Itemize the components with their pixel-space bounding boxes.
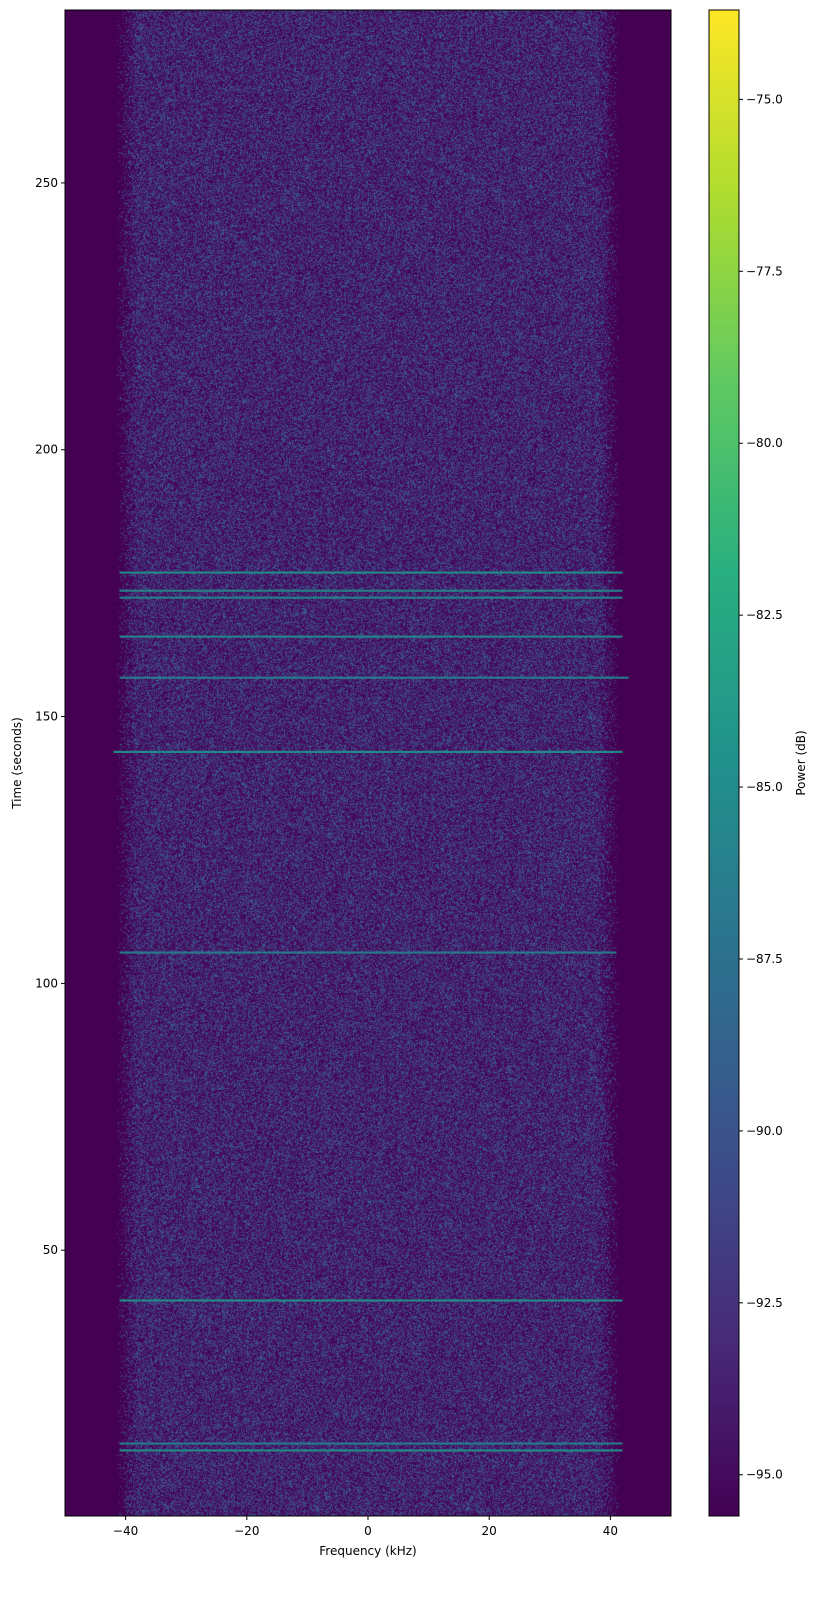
y-tick-label: 50 — [43, 1243, 58, 1257]
burst-line — [120, 636, 623, 638]
colorbar-tick-label: −75.0 — [746, 92, 783, 106]
x-tick-label: −20 — [234, 1524, 259, 1538]
burst-line — [120, 1449, 623, 1451]
x-tick-label: 40 — [603, 1524, 618, 1538]
colorbar-tick-label: −87.5 — [746, 952, 783, 966]
burst-lines — [113, 571, 628, 1451]
x-tick-label: 20 — [482, 1524, 497, 1538]
y-axis: 50 100 150 200 250 — [35, 176, 65, 1257]
burst-line — [120, 1442, 623, 1444]
burst-line — [113, 751, 622, 753]
plot-frame — [65, 10, 671, 1516]
colorbar-tick-label: −85.0 — [746, 780, 783, 794]
colorbar-tick-label: −77.5 — [746, 264, 783, 278]
burst-line — [120, 571, 623, 573]
colorbar-tick-label: −90.0 — [746, 1124, 783, 1138]
burst-line — [120, 597, 623, 599]
burst-line — [120, 951, 617, 953]
colorbar-tick-label: −95.0 — [746, 1468, 783, 1482]
x-axis-label: Frequency (kHz) — [319, 1544, 416, 1558]
burst-line — [120, 1299, 623, 1301]
chart-overlay: −40 −20 0 20 40 50 100 150 200 250 Frequency (kH… — [0, 0, 836, 1603]
x-tick-label: 0 — [364, 1524, 372, 1538]
y-tick-label: 100 — [35, 976, 58, 990]
colorbar-label: Power (dB) — [794, 730, 808, 795]
burst-line — [120, 590, 623, 592]
colorbar-axis: −95.0 −92.5 −90.0 −87.5 −85.0 −82.5 −80.0 −77.5… — [739, 92, 783, 1481]
x-axis: −40 −20 0 20 40 — [113, 1516, 618, 1538]
x-tick-label: −40 — [113, 1524, 138, 1538]
colorbar-tick-label: −80.0 — [746, 436, 783, 450]
y-tick-label: 200 — [35, 443, 58, 457]
y-tick-label: 150 — [35, 710, 58, 724]
colorbar-tick-label: −92.5 — [746, 1296, 783, 1310]
colorbar-tick-label: −82.5 — [746, 608, 783, 622]
y-tick-label: 250 — [35, 176, 58, 190]
y-axis-label: Time (seconds) — [10, 717, 24, 810]
burst-line — [120, 677, 629, 679]
colorbar — [709, 10, 739, 1516]
